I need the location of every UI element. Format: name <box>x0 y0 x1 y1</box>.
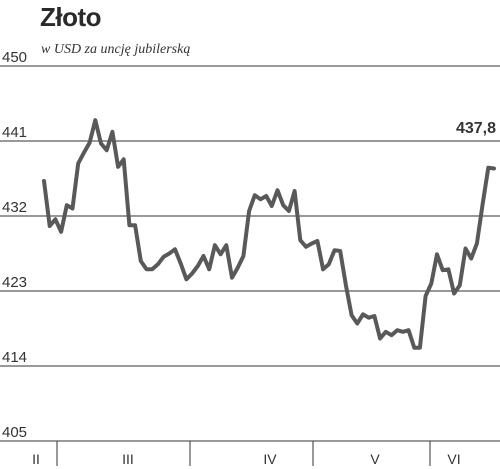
y-tick-label-441: 441 <box>2 124 27 141</box>
last-value-label: 437,8 <box>456 120 496 137</box>
period-label-V: V <box>370 451 380 467</box>
period-label-III: III <box>122 451 134 467</box>
gold-price-line <box>42 118 496 350</box>
y-tick-label-423: 423 <box>2 274 27 291</box>
period-label-IV: IV <box>263 451 277 467</box>
chart-title: Złoto <box>40 2 102 32</box>
y-tick-label-414: 414 <box>2 349 27 366</box>
period-label-II: II <box>32 451 40 467</box>
chart-subtitle: w USD za uncję jubilerską <box>41 42 191 57</box>
y-tick-label-405: 405 <box>2 424 27 441</box>
y-tick-label-450: 450 <box>2 49 27 66</box>
period-label-VI: VI <box>447 451 460 467</box>
y-tick-label-432: 432 <box>2 199 27 216</box>
